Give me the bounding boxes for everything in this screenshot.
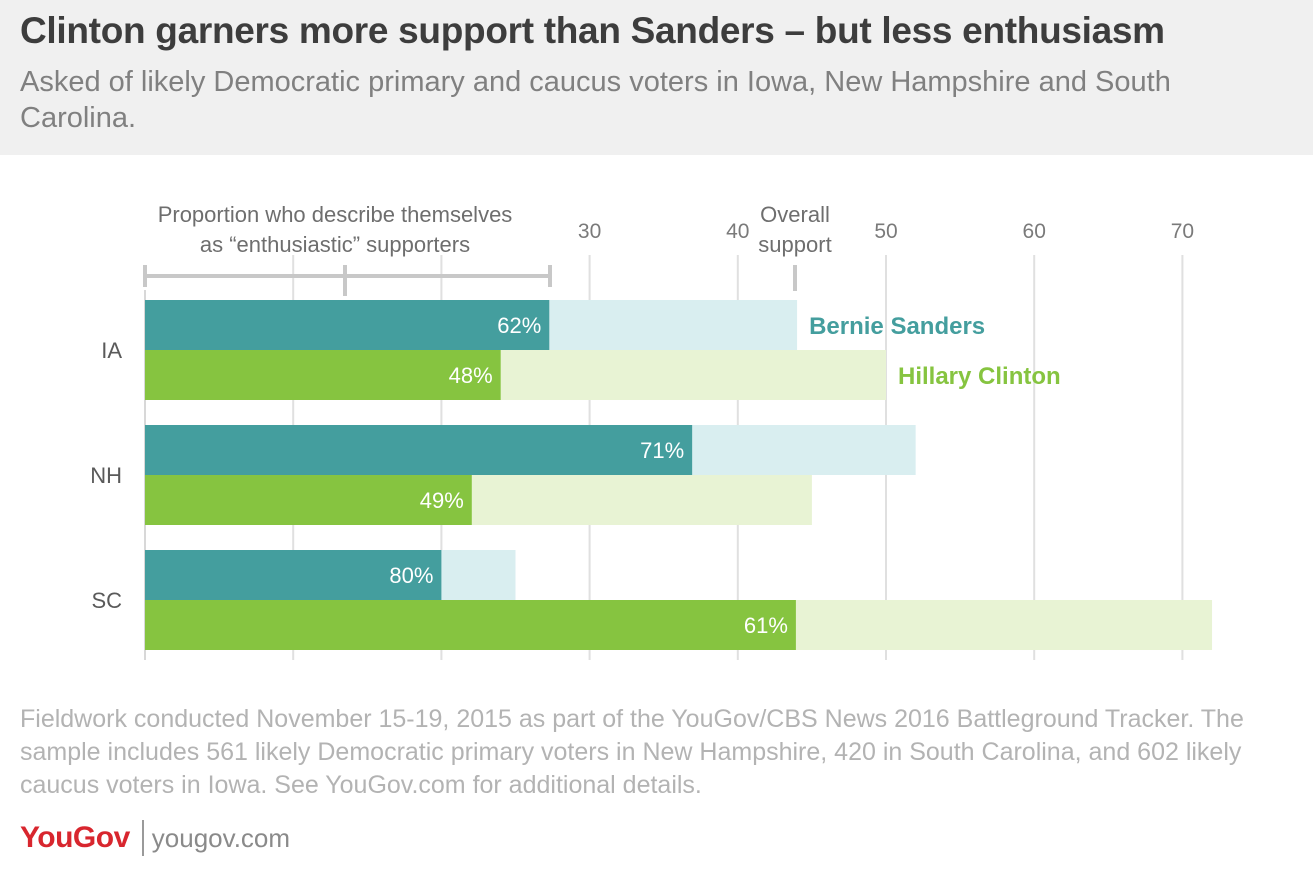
enthusiasm-data-label: 48%: [449, 363, 493, 388]
site-link[interactable]: yougov.com: [151, 822, 291, 853]
enthusiasm-annotation-line: Proportion who describe themselves: [158, 202, 513, 227]
x-tick-label: 70: [1171, 220, 1194, 243]
enthusiastic-bar: [145, 300, 550, 350]
chart-title: Clinton garners more support than Sander…: [20, 10, 1165, 51]
header: Clinton garners more support than Sander…: [0, 0, 1313, 155]
enthusiastic-bar: [145, 550, 442, 600]
overall-support-annotation-line: Overall: [760, 202, 830, 227]
enthusiasm-data-label: 49%: [420, 488, 464, 513]
enthusiasm-data-label: 61%: [744, 613, 788, 638]
chart-subtitle: Asked of likely Democratic primary and c…: [20, 66, 1171, 134]
enthusiastic-bar: [145, 475, 472, 525]
footnote: Fieldwork conducted November 15-19, 2015…: [20, 705, 1244, 799]
footer-branding: YouGov yougov.com: [20, 818, 290, 858]
enthusiasm-data-label: 62%: [497, 313, 541, 338]
category-label: NH: [90, 463, 122, 488]
category-label: IA: [101, 338, 122, 363]
bar-chart: 30 40 50 60 70 Proportion who describe themse…: [90, 202, 1213, 660]
yougov-logo: YouGov: [20, 821, 130, 854]
enthusiastic-bar: [145, 600, 796, 650]
series-label: Hillary Clinton: [898, 363, 1061, 390]
enthusiasm-annotation-line: as “enthusiastic” supporters: [200, 232, 470, 257]
enthusiasm-data-label: 71%: [640, 438, 684, 463]
enthusiastic-bar: [145, 350, 501, 400]
x-tick-label: 60: [1023, 220, 1046, 243]
series-label: Bernie Sanders: [809, 313, 985, 340]
overall-support-annotation-line: support: [758, 232, 831, 257]
category-label: SC: [91, 588, 122, 613]
logo-divider: [141, 820, 144, 856]
x-tick-label: 50: [874, 220, 897, 243]
x-tick-label: 30: [578, 220, 601, 243]
enthusiasm-data-label: 80%: [389, 563, 433, 588]
enthusiastic-bar: [145, 425, 693, 475]
x-tick-label: 40: [726, 220, 749, 243]
